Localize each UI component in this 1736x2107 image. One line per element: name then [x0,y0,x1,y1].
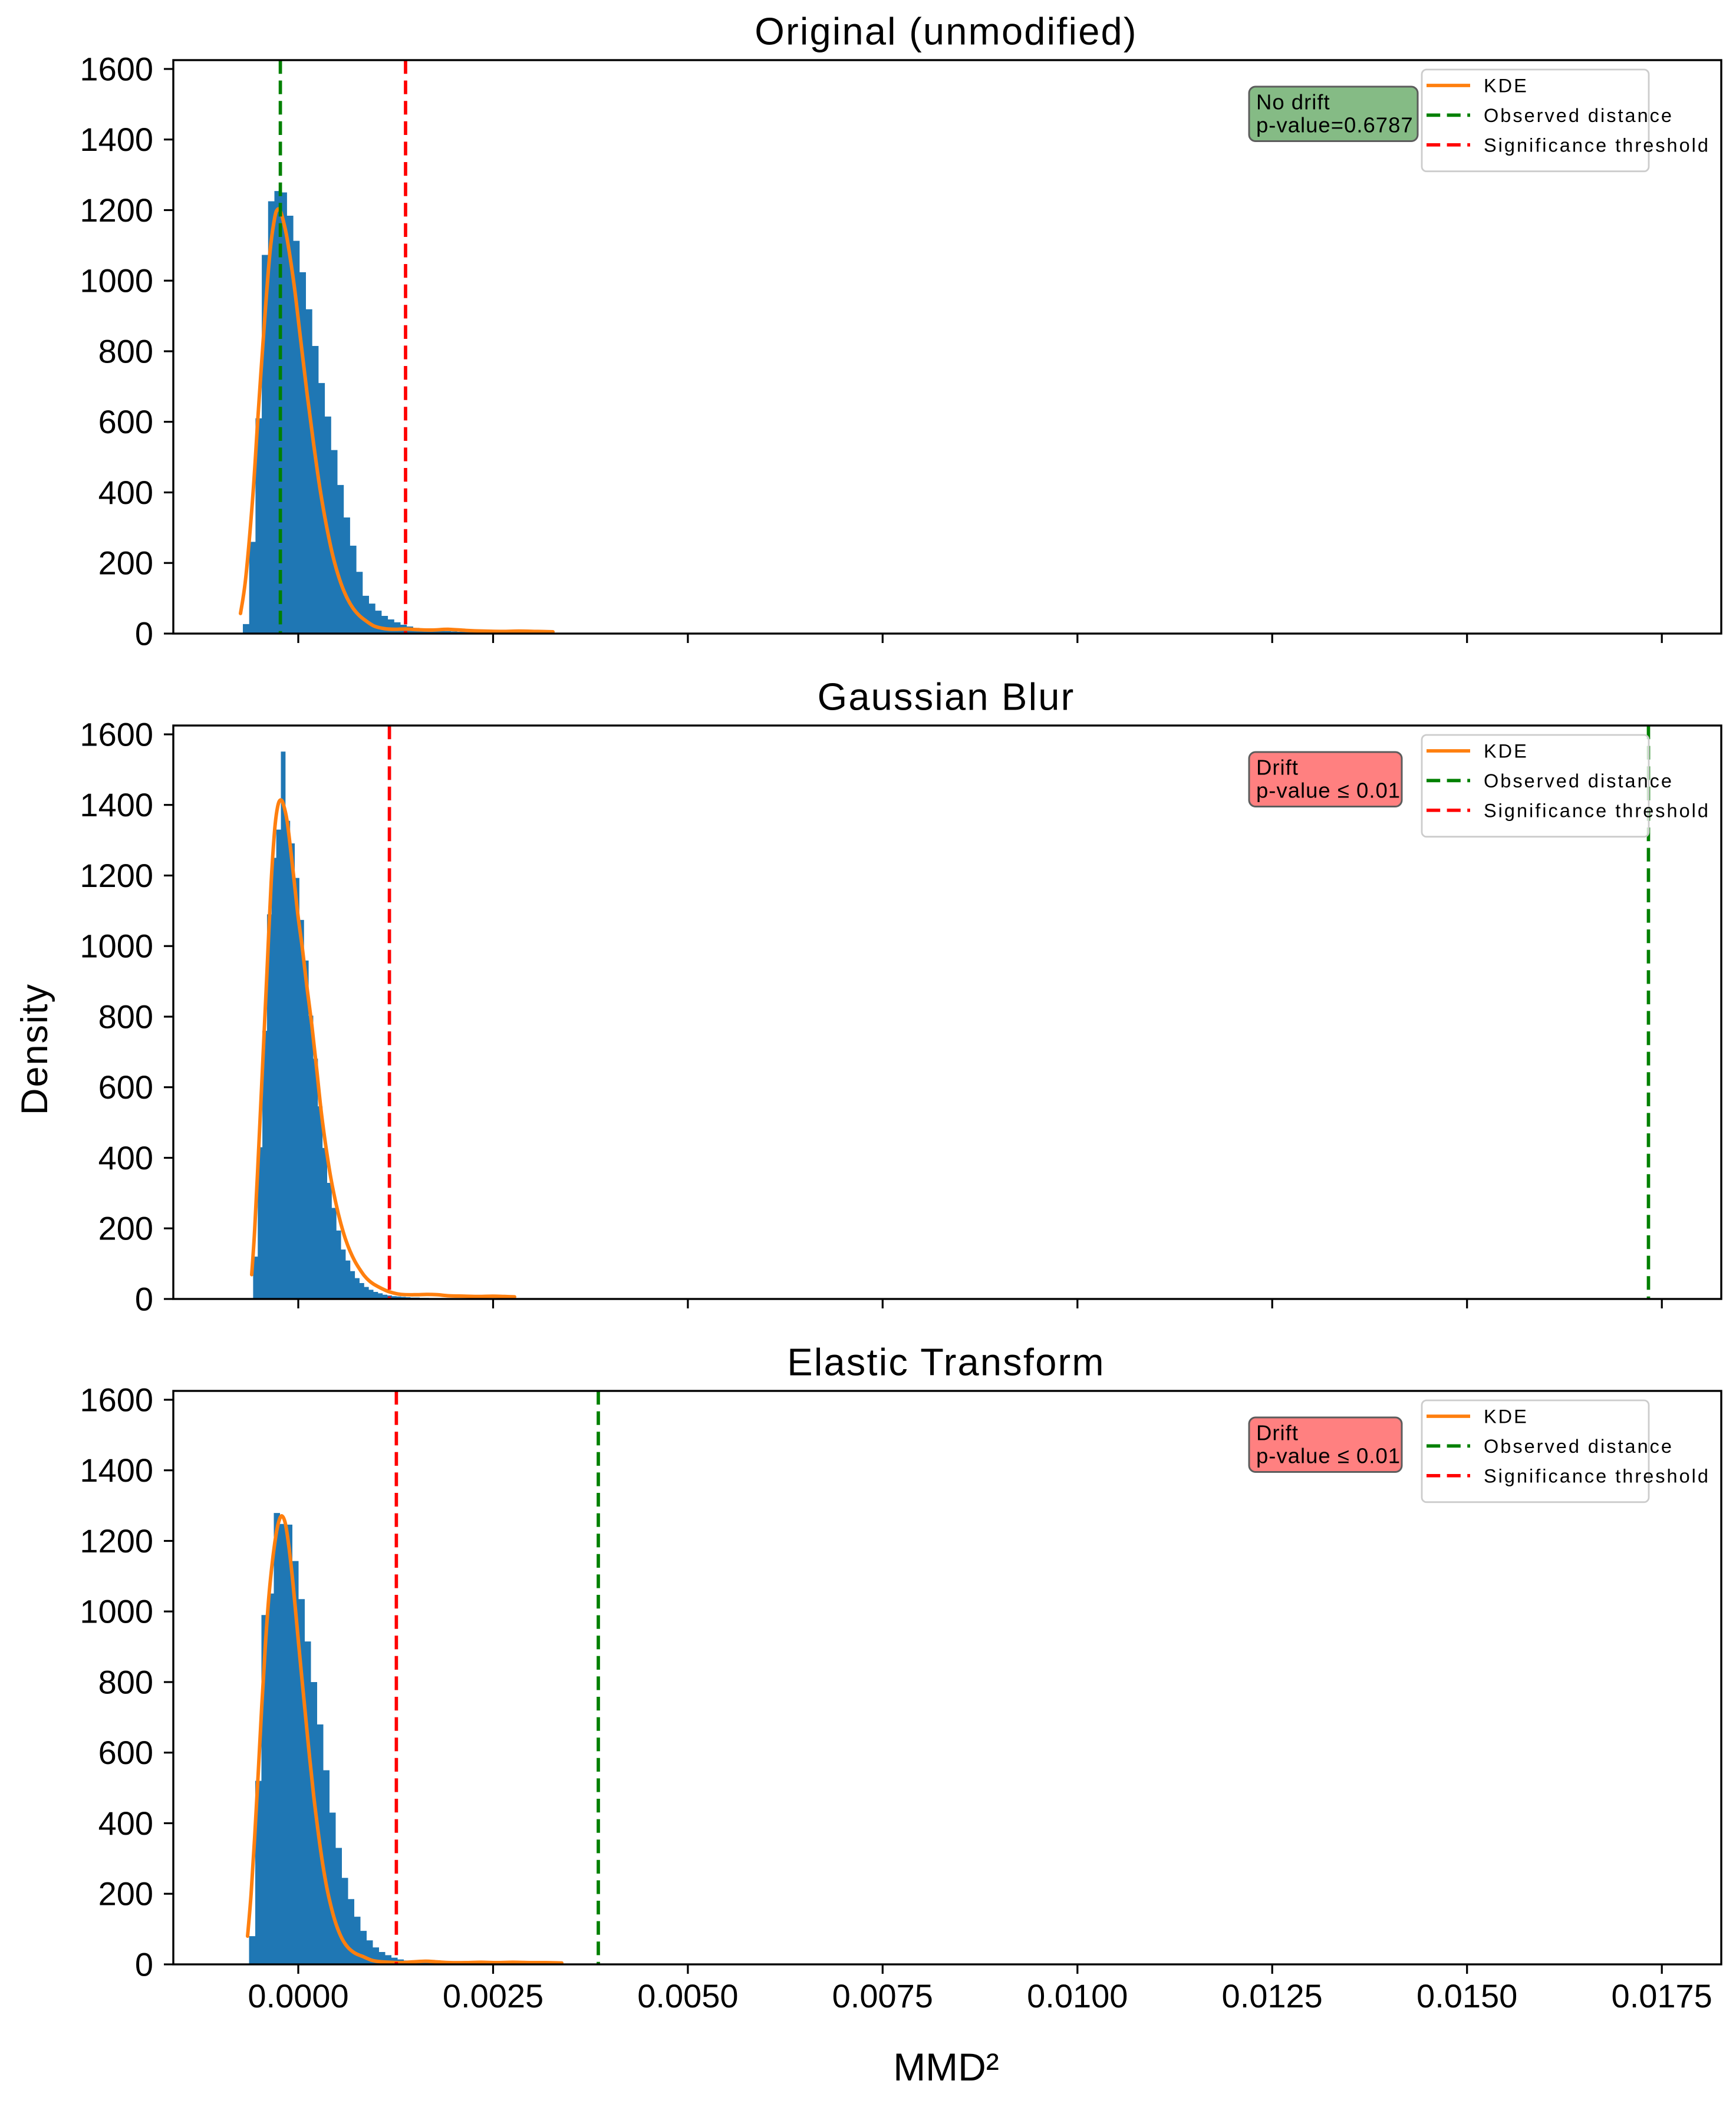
svg-text:400: 400 [98,1805,153,1842]
svg-text:800: 800 [98,998,153,1035]
svg-text:1600: 1600 [80,1381,153,1418]
svg-text:800: 800 [98,1663,153,1700]
svg-text:Significance threshold: Significance threshold [1484,134,1710,156]
svg-text:No drift: No drift [1256,90,1330,114]
svg-text:800: 800 [98,332,153,370]
svg-text:1600: 1600 [80,715,153,753]
svg-text:0.0175: 0.0175 [1612,1977,1712,2014]
svg-text:MMD²: MMD² [893,2045,999,2089]
svg-text:0.0125: 0.0125 [1222,1977,1323,2014]
svg-text:1400: 1400 [80,1452,153,1489]
svg-text:1200: 1200 [80,857,153,894]
svg-text:200: 200 [98,1210,153,1247]
svg-text:1000: 1000 [80,928,153,965]
svg-text:1200: 1200 [80,192,153,229]
svg-text:0: 0 [135,1946,153,1983]
svg-text:Significance threshold: Significance threshold [1484,800,1710,821]
svg-text:Gaussian Blur: Gaussian Blur [818,675,1075,718]
svg-text:1400: 1400 [80,121,153,158]
svg-text:0: 0 [135,1280,153,1317]
svg-text:600: 600 [98,1734,153,1771]
svg-text:1200: 1200 [80,1522,153,1559]
svg-text:Observed distance: Observed distance [1484,1436,1674,1457]
svg-text:Observed distance: Observed distance [1484,770,1674,792]
svg-text:200: 200 [98,545,153,582]
svg-text:0.0100: 0.0100 [1027,1977,1128,2014]
svg-text:Original (unmodified): Original (unmodified) [755,10,1138,53]
svg-text:1400: 1400 [80,786,153,823]
svg-text:KDE: KDE [1484,1406,1529,1427]
svg-text:200: 200 [98,1875,153,1913]
svg-text:0.0150: 0.0150 [1417,1977,1517,2014]
svg-text:Drift: Drift [1256,1421,1299,1445]
svg-text:600: 600 [98,1069,153,1106]
svg-text:400: 400 [98,1139,153,1176]
svg-text:Significance threshold: Significance threshold [1484,1465,1710,1486]
svg-text:1000: 1000 [80,262,153,299]
svg-text:Observed distance: Observed distance [1484,105,1674,126]
svg-text:KDE: KDE [1484,741,1529,762]
svg-text:600: 600 [98,403,153,440]
svg-text:1600: 1600 [80,50,153,87]
svg-text:0.0050: 0.0050 [637,1977,738,2014]
svg-text:0.0075: 0.0075 [832,1977,933,2014]
svg-text:0.0000: 0.0000 [248,1977,348,2014]
svg-text:p-value ≤ 0.01: p-value ≤ 0.01 [1256,1444,1401,1468]
svg-text:1000: 1000 [80,1593,153,1630]
svg-text:p-value ≤ 0.01: p-value ≤ 0.01 [1256,779,1401,803]
svg-text:0: 0 [135,615,153,652]
svg-text:Elastic Transform: Elastic Transform [787,1341,1105,1384]
svg-text:Density: Density [14,983,55,1115]
svg-text:KDE: KDE [1484,75,1529,97]
svg-text:Drift: Drift [1256,756,1299,780]
svg-text:p-value=0.6787: p-value=0.6787 [1256,113,1414,137]
svg-text:0.0025: 0.0025 [443,1977,543,2014]
svg-text:400: 400 [98,474,153,511]
